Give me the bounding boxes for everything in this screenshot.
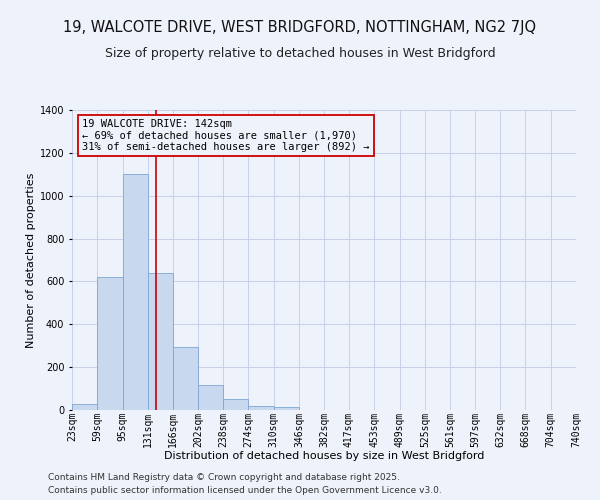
Bar (198, 386, 223, 410)
Text: Size of property relative to detached houses in West Bridgford: Size of property relative to detached ho… (104, 48, 496, 60)
Bar (72, 404, 97, 410)
Y-axis label: Number of detached properties: Number of detached properties (26, 172, 35, 348)
Text: 19 WALCOTE DRIVE: 142sqm
← 69% of detached houses are smaller (1,970)
31% of sem: 19 WALCOTE DRIVE: 142sqm ← 69% of detach… (82, 119, 370, 152)
Bar (148, 273, 173, 410)
Bar (274, 407, 299, 410)
Bar (223, 400, 248, 410)
Text: Contains HM Land Registry data © Crown copyright and database right 2025.: Contains HM Land Registry data © Crown c… (48, 474, 400, 482)
Bar (122, 174, 148, 410)
Text: 19, WALCOTE DRIVE, WEST BRIDGFORD, NOTTINGHAM, NG2 7JQ: 19, WALCOTE DRIVE, WEST BRIDGFORD, NOTTI… (64, 20, 536, 35)
Bar (248, 406, 274, 410)
Bar (173, 347, 198, 410)
Bar (97, 277, 122, 410)
X-axis label: Distribution of detached houses by size in West Bridgford: Distribution of detached houses by size … (164, 451, 484, 461)
Text: Contains public sector information licensed under the Open Government Licence v3: Contains public sector information licen… (48, 486, 442, 495)
